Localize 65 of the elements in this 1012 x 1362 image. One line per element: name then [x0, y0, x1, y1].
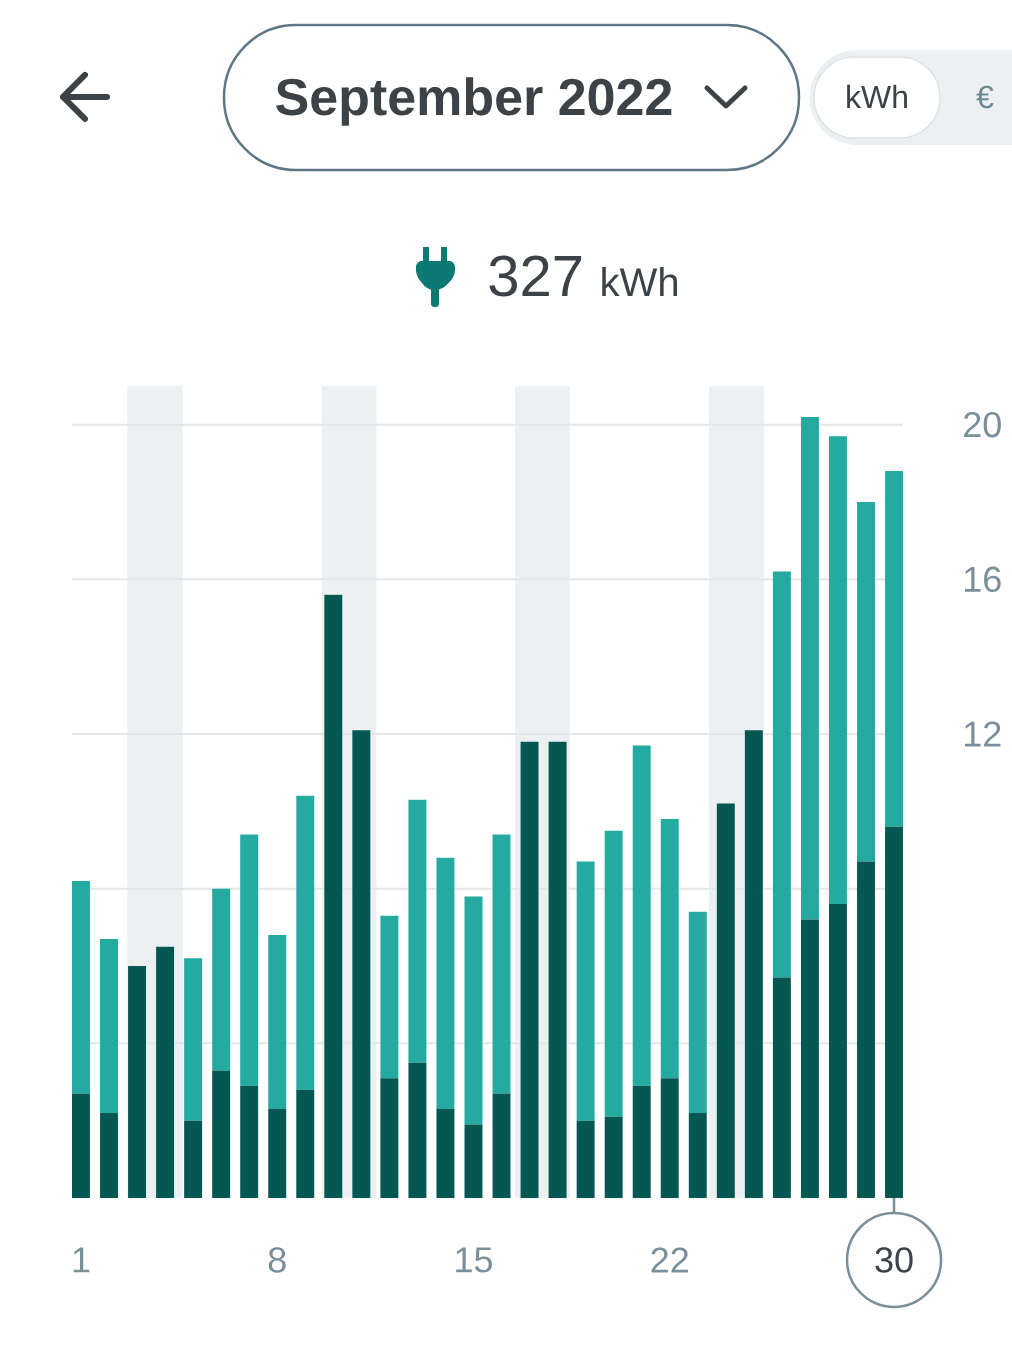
- chart-title: September 2022: [276, 77, 672, 126]
- bar: [324, 594, 343, 1198]
- text: kWh: [847, 84, 907, 108]
- bar: [800, 919, 819, 1198]
- chart-subtitle: 327: [489, 255, 582, 297]
- bar: [100, 1112, 118, 1198]
- bar: [240, 1085, 259, 1198]
- bar: [772, 571, 791, 978]
- bar: [212, 888, 231, 1071]
- bar: [660, 819, 679, 1079]
- bar: [296, 795, 315, 1090]
- bar: [660, 1078, 679, 1198]
- bar: [772, 977, 791, 1198]
- bar: [268, 1109, 287, 1198]
- bar: [156, 946, 175, 1198]
- bar: [688, 911, 707, 1113]
- bar: [72, 1093, 90, 1198]
- bar: [464, 1124, 483, 1198]
- bar: [128, 965, 147, 1198]
- x-tick-label: 1: [73, 1247, 90, 1273]
- bar: [464, 896, 483, 1125]
- bar: [716, 803, 735, 1198]
- x-tick-label: 8: [268, 1247, 286, 1273]
- y-tick-label: 12: [964, 721, 1001, 747]
- x-tick-label: 30: [875, 1247, 913, 1273]
- bar: [408, 1062, 427, 1198]
- bar: [576, 861, 595, 1121]
- bar: [492, 834, 511, 1094]
- bar: [492, 1093, 511, 1198]
- bar: [212, 1070, 231, 1198]
- y-tick-label: 16: [964, 566, 1001, 593]
- bar: [380, 1078, 399, 1198]
- bar: [688, 1112, 707, 1198]
- bar: [408, 799, 427, 1063]
- bar: [240, 834, 259, 1086]
- bar: [268, 935, 287, 1110]
- bar: [800, 416, 819, 920]
- bar: [100, 938, 118, 1113]
- bar: [352, 730, 371, 1198]
- bar: [828, 436, 847, 905]
- bar: [380, 915, 399, 1079]
- bar: [857, 861, 875, 1198]
- bar: [857, 501, 875, 862]
- bar: [604, 1116, 623, 1198]
- y-tick-label: 20: [964, 411, 1001, 438]
- bar: [576, 1120, 595, 1198]
- bar: [548, 741, 567, 1198]
- bar: [885, 471, 904, 827]
- x-tick-label: 22: [651, 1247, 688, 1273]
- bar: [436, 1109, 455, 1198]
- bar: [184, 1120, 203, 1198]
- bar: [520, 741, 539, 1198]
- bar: [296, 1089, 315, 1198]
- text: kWh: [602, 267, 677, 296]
- bar: [632, 1085, 651, 1198]
- x-tick-label: 15: [456, 1247, 492, 1273]
- bar: [184, 958, 203, 1121]
- text: €: [976, 85, 994, 109]
- bar: [604, 830, 623, 1117]
- bar: [632, 745, 651, 1086]
- bar: [885, 826, 904, 1198]
- bar: [72, 880, 90, 1094]
- bar: [828, 904, 847, 1198]
- bar: [744, 730, 763, 1198]
- bar: [436, 857, 455, 1110]
